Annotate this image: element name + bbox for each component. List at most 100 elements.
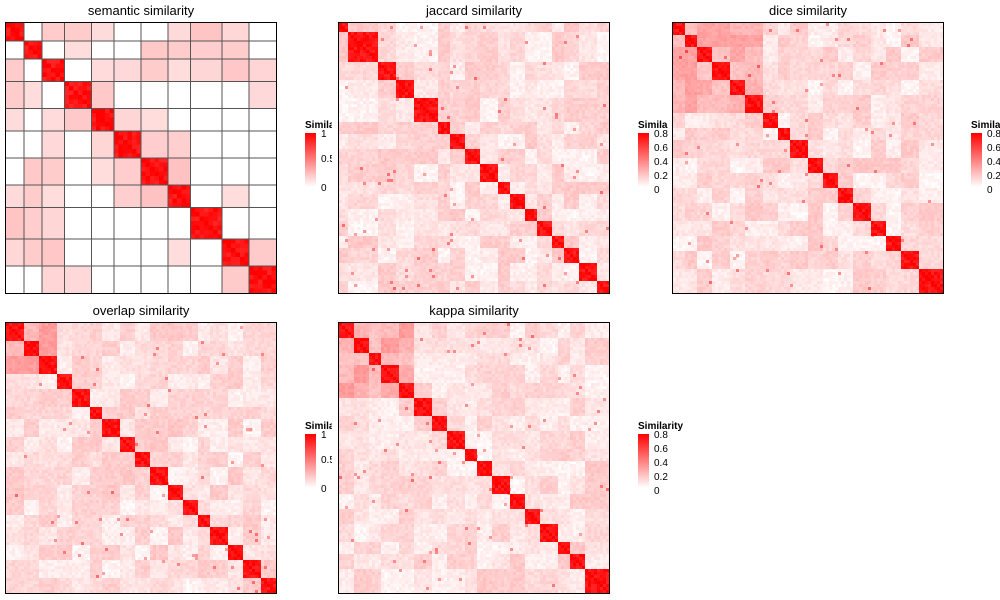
heatmap-cell (64, 23, 70, 28)
heatmap-cell (567, 65, 571, 69)
heatmap-cell (438, 62, 442, 66)
heatmap-cell (390, 35, 394, 39)
heatmap-cell (405, 95, 409, 99)
heatmap-cell (495, 113, 499, 117)
heatmap-cell (441, 71, 445, 75)
heatmap-cell (208, 207, 214, 213)
heatmap-cell (501, 65, 505, 69)
heatmap-cell (208, 54, 214, 60)
heatmap-cell (181, 185, 187, 190)
heatmap-cell (486, 92, 490, 96)
heatmap-cell (477, 38, 481, 42)
heatmap-cell (132, 131, 137, 136)
heatmap-cell (603, 53, 607, 57)
heatmap-cell (381, 56, 385, 60)
heatmap-cell (91, 131, 97, 136)
heatmap-cell (10, 81, 16, 87)
heatmap-cell (510, 29, 514, 33)
heatmap-cell (114, 135, 119, 141)
heatmap-cell (109, 86, 115, 91)
heatmap-cell (78, 41, 83, 46)
heatmap-cell (393, 71, 397, 75)
heatmap-cell (468, 50, 472, 54)
heatmap-cell (172, 185, 178, 190)
heatmap-cell (477, 56, 481, 60)
heatmap-cell (495, 68, 499, 72)
heatmap-cell (489, 113, 493, 117)
heatmap-cell (456, 50, 460, 54)
heatmap-cell (606, 53, 609, 57)
heatmap-cell (42, 239, 47, 244)
heatmap-cell (519, 86, 523, 90)
heatmap-cell (480, 98, 484, 102)
heatmap-cell (181, 72, 187, 78)
heatmap-cell (339, 23, 343, 27)
heatmap-cell (501, 98, 505, 102)
heatmap-cell (154, 72, 160, 78)
heatmap-cell (405, 59, 409, 63)
heatmap-cell (411, 107, 415, 111)
heatmap-cell (199, 68, 205, 73)
heatmap-cell (357, 86, 361, 90)
heatmap-cell (414, 104, 418, 108)
heatmap-cell (366, 125, 370, 129)
heatmap-cell (33, 99, 38, 105)
heatmap-cell (447, 53, 451, 57)
heatmap-cell (348, 125, 352, 129)
heatmap-cell (441, 125, 445, 129)
heatmap-cell (600, 116, 604, 120)
heatmap-cell (267, 81, 272, 87)
heatmap-cell (244, 261, 250, 267)
heatmap-cell (393, 74, 397, 78)
heatmap-cell (100, 140, 106, 145)
heatmap-cell (51, 198, 56, 204)
heatmap-cell (10, 243, 16, 249)
heatmap-cell (177, 239, 182, 244)
heatmap-cell (576, 26, 580, 30)
heatmap-cell (363, 53, 367, 57)
heatmap-cell (181, 27, 187, 33)
heatmap-cell (363, 68, 367, 72)
heatmap-cell (393, 95, 397, 99)
heatmap-cell (253, 257, 259, 262)
heatmap-cell (510, 68, 514, 72)
heatmap-cell (42, 284, 47, 289)
heatmap-cell (118, 108, 124, 114)
heatmap-cell (372, 65, 376, 69)
heatmap-cell (528, 47, 532, 51)
heatmap-cell (267, 275, 272, 280)
heatmap-cell (15, 113, 20, 118)
heatmap-cell (24, 45, 29, 51)
heatmap-cell (591, 35, 595, 39)
heatmap-cell (498, 65, 502, 69)
heatmap-cell (438, 89, 442, 93)
heatmap-cell (501, 104, 505, 108)
heatmap-cell (37, 45, 43, 51)
heatmap-cell (253, 90, 259, 96)
heatmap-cell (190, 32, 196, 37)
heatmap-cell (528, 50, 532, 54)
heatmap-cell (372, 116, 376, 120)
heatmap-cell (378, 107, 382, 111)
heatmap-cell (91, 149, 97, 154)
heatmap-cell (435, 95, 439, 99)
heatmap-cell (46, 248, 52, 253)
heatmap-cell (582, 56, 586, 60)
heatmap-cell (432, 77, 436, 81)
heatmap-cell (498, 50, 502, 54)
heatmap-cell (168, 203, 173, 208)
heatmap-cell (82, 23, 88, 28)
heatmap-cell (399, 47, 403, 51)
heatmap-cell (145, 198, 151, 204)
heatmap-cell (504, 89, 508, 93)
heatmap-cell (450, 86, 454, 90)
heatmap-cell (537, 65, 541, 69)
heatmap-cell (501, 89, 505, 93)
heatmap-cell (414, 83, 418, 87)
heatmap-cell (55, 207, 61, 213)
heatmap-cell (118, 77, 124, 82)
heatmap-cell (342, 26, 346, 30)
heatmap-cell (474, 101, 478, 105)
heatmap-cell (477, 89, 481, 93)
heatmap-cell (456, 122, 460, 126)
